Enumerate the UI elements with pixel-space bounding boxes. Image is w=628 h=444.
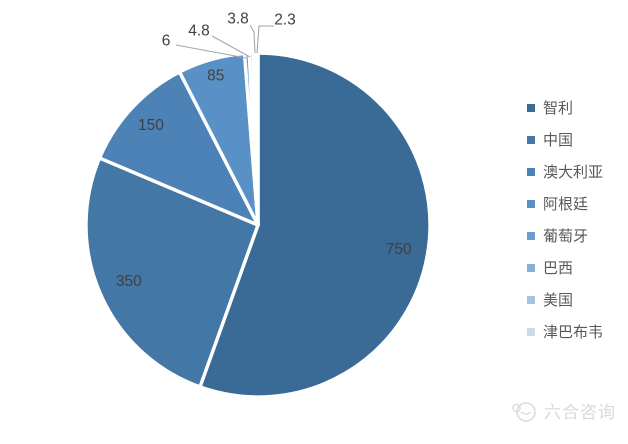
data-label: 4.8 [188,23,210,40]
legend-marker [527,264,535,272]
legend-label: 中国 [543,131,574,149]
legend-item-zimbabwe: 津巴布韦 [527,316,603,348]
pie-slice [84,156,260,389]
pie-slice [198,51,432,399]
data-label: 2.3 [274,12,296,29]
leader-line [256,25,274,54]
legend-marker [527,328,535,336]
data-label: 150 [138,117,164,134]
data-label: 750 [386,241,412,258]
watermark-text: 六合咨询 [544,402,616,422]
legend-item-brazil: 巴西 [527,252,603,284]
legend-label: 澳大利亚 [543,163,604,181]
legend-item-usa: 美国 [527,284,603,316]
data-label: 6 [162,33,171,50]
legend-item-portugal: 葡萄牙 [527,220,603,252]
leader-line [175,44,247,59]
legend-marker [527,200,535,208]
data-label: 350 [116,273,142,290]
legend-item-argentina: 阿根廷 [527,188,603,220]
data-label: 85 [207,68,224,85]
legend-label: 美国 [543,291,574,309]
legend-label: 阿根廷 [543,195,589,213]
legend-marker [527,296,535,304]
legend-label: 智利 [543,99,574,117]
legend-item-chile: 智利 [527,92,603,124]
legend-label: 葡萄牙 [543,227,589,245]
pie-slice [254,51,260,227]
legend-marker [527,104,535,112]
pie-chart: 750 350 150 85 6 4.8 3.8 2.3 [84,11,432,399]
leader-line [249,24,256,54]
legend-marker [527,232,535,240]
pie-slice [97,70,260,227]
legend-label: 津巴布韦 [543,323,604,341]
legend-marker [527,168,535,176]
liuhe-logo-icon [512,402,536,422]
legend-marker [527,136,535,144]
legend-item-australia: 澳大利亚 [527,156,603,188]
leader-line [211,35,251,58]
legend-item-china: 中国 [527,124,603,156]
legend: 智利 中国 澳大利亚 阿根廷 葡萄牙 巴西 美国 津巴布韦 [527,92,603,348]
data-label: 3.8 [227,11,249,28]
legend-label: 巴西 [543,259,574,277]
liuhe-watermark: 六合咨询 [510,399,616,425]
